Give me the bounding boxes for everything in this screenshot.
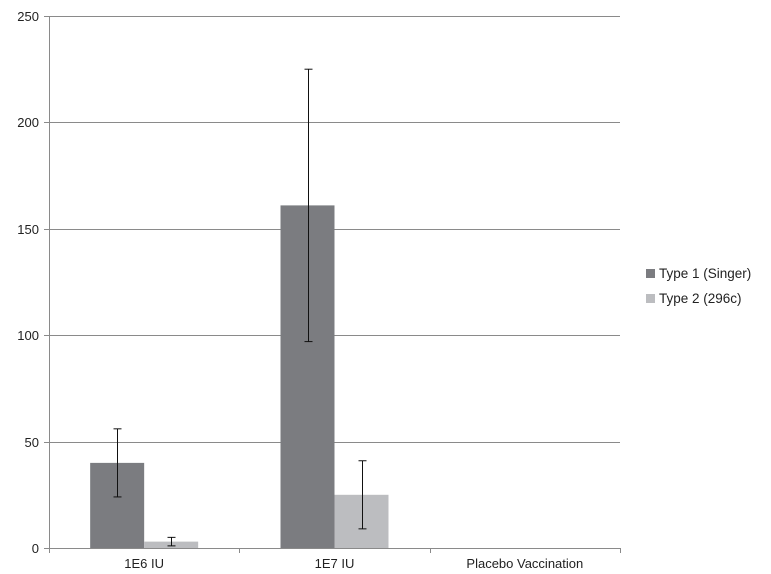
x-category-label: 1E6 IU [124,556,164,571]
y-tick-label: 0 [32,541,39,556]
legend: Type 1 (Singer) Type 2 (296c) [646,266,751,306]
bar-type-2-296c--1e7-iu [334,494,389,548]
error-bars [113,68,367,547]
x-category-label: 1E7 IU [315,556,355,571]
legend-swatch [646,294,655,303]
legend-label: Type 2 (296c) [659,291,742,306]
y-tick-label: 250 [17,9,39,24]
y-tick-label: 150 [17,222,39,237]
y-tick-label: 50 [25,435,39,450]
legend-swatch [646,269,655,278]
y-axis-ticks: 0 50 100 150 200 250 [17,9,39,556]
bars [90,205,389,548]
legend-label: Type 1 (Singer) [659,266,751,281]
x-category-label: Placebo Vaccination [466,556,583,571]
axes [44,16,621,553]
y-tick-label: 100 [17,328,39,343]
x-axis-categories: 1E6 IU 1E7 IU Placebo Vaccination [124,556,583,571]
y-tick-label: 200 [17,115,39,130]
bar-type-1-singer--1e7-iu [280,205,335,548]
